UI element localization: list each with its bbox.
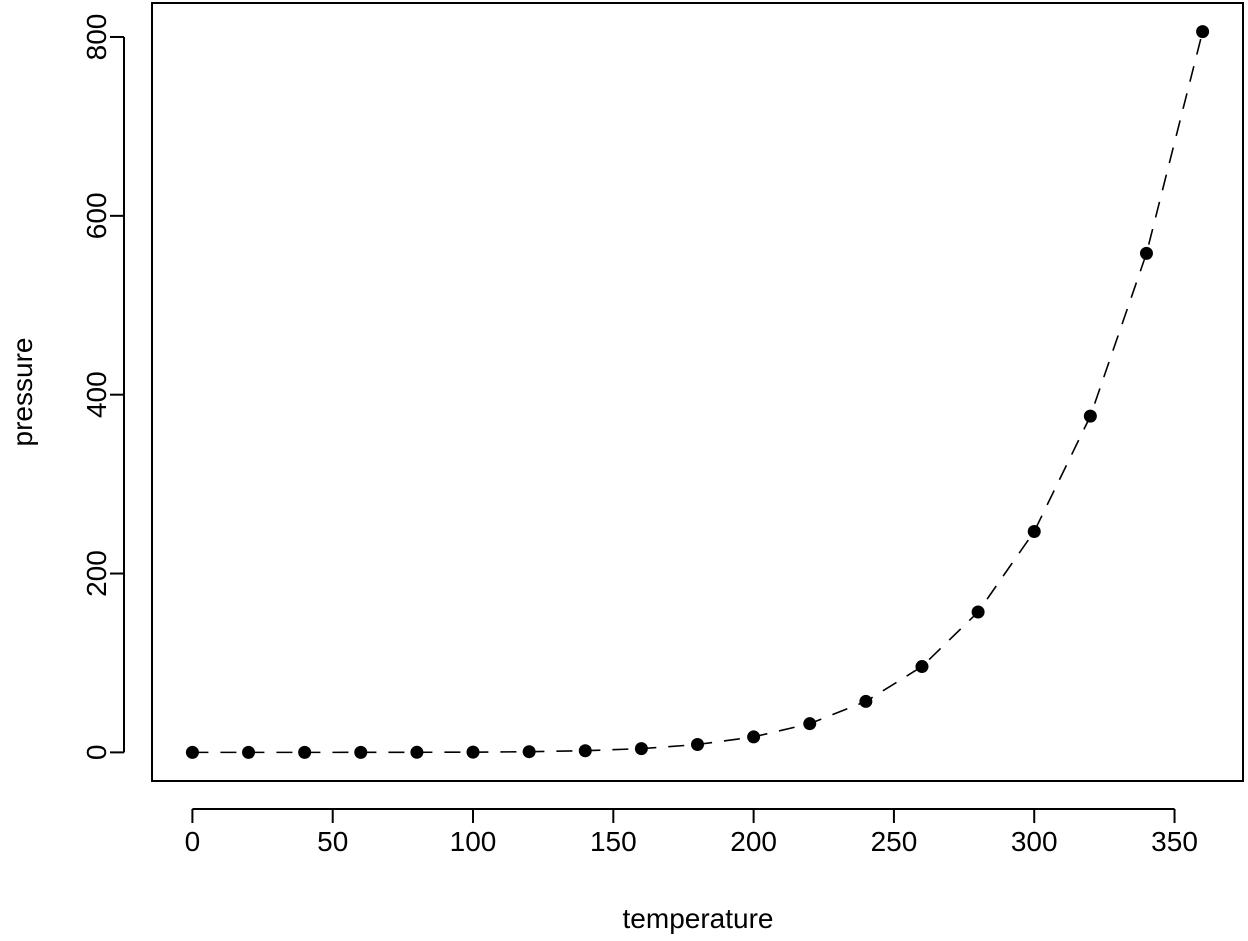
series-layer bbox=[185, 25, 1210, 759]
y-axis: 0 200 400 600 800 bbox=[81, 14, 125, 761]
data-point bbox=[298, 745, 312, 759]
x-axis-title: temperature bbox=[623, 903, 774, 934]
x-tick-label: 250 bbox=[871, 826, 918, 857]
data-point bbox=[578, 744, 592, 758]
x-tick-label: 150 bbox=[590, 826, 637, 857]
y-tick-label: 800 bbox=[81, 14, 112, 61]
data-point bbox=[242, 745, 256, 759]
data-point bbox=[915, 660, 929, 674]
data-point bbox=[522, 745, 536, 759]
plot-frame bbox=[151, 2, 1244, 782]
y-tick-label: 200 bbox=[81, 550, 112, 597]
data-point bbox=[185, 745, 199, 759]
x-axis: 0 50 100 150 200 250 300 350 bbox=[185, 808, 1198, 857]
data-point bbox=[466, 745, 480, 759]
data-point bbox=[803, 717, 817, 731]
data-point bbox=[1196, 25, 1210, 39]
x-tick-label: 50 bbox=[317, 826, 348, 857]
y-tick-label: 600 bbox=[81, 192, 112, 239]
x-tick-label: 100 bbox=[450, 826, 497, 857]
data-point bbox=[1027, 525, 1041, 539]
series-line bbox=[192, 31, 1204, 754]
data-point bbox=[410, 745, 424, 759]
y-axis-title: pressure bbox=[7, 338, 38, 447]
data-point bbox=[691, 738, 704, 752]
data-point bbox=[1083, 409, 1097, 423]
data-point bbox=[859, 694, 873, 708]
x-tick-label: 200 bbox=[730, 826, 777, 857]
data-point bbox=[747, 730, 761, 744]
data-point bbox=[971, 605, 985, 619]
data-point bbox=[634, 742, 648, 756]
y-tick-label: 0 bbox=[81, 745, 112, 761]
data-point bbox=[354, 745, 368, 759]
data-point bbox=[1139, 246, 1153, 260]
y-tick-label: 400 bbox=[81, 371, 112, 418]
x-tick-label: 0 bbox=[185, 826, 201, 857]
x-tick-label: 300 bbox=[1011, 826, 1058, 857]
x-tick-label: 350 bbox=[1151, 826, 1198, 857]
